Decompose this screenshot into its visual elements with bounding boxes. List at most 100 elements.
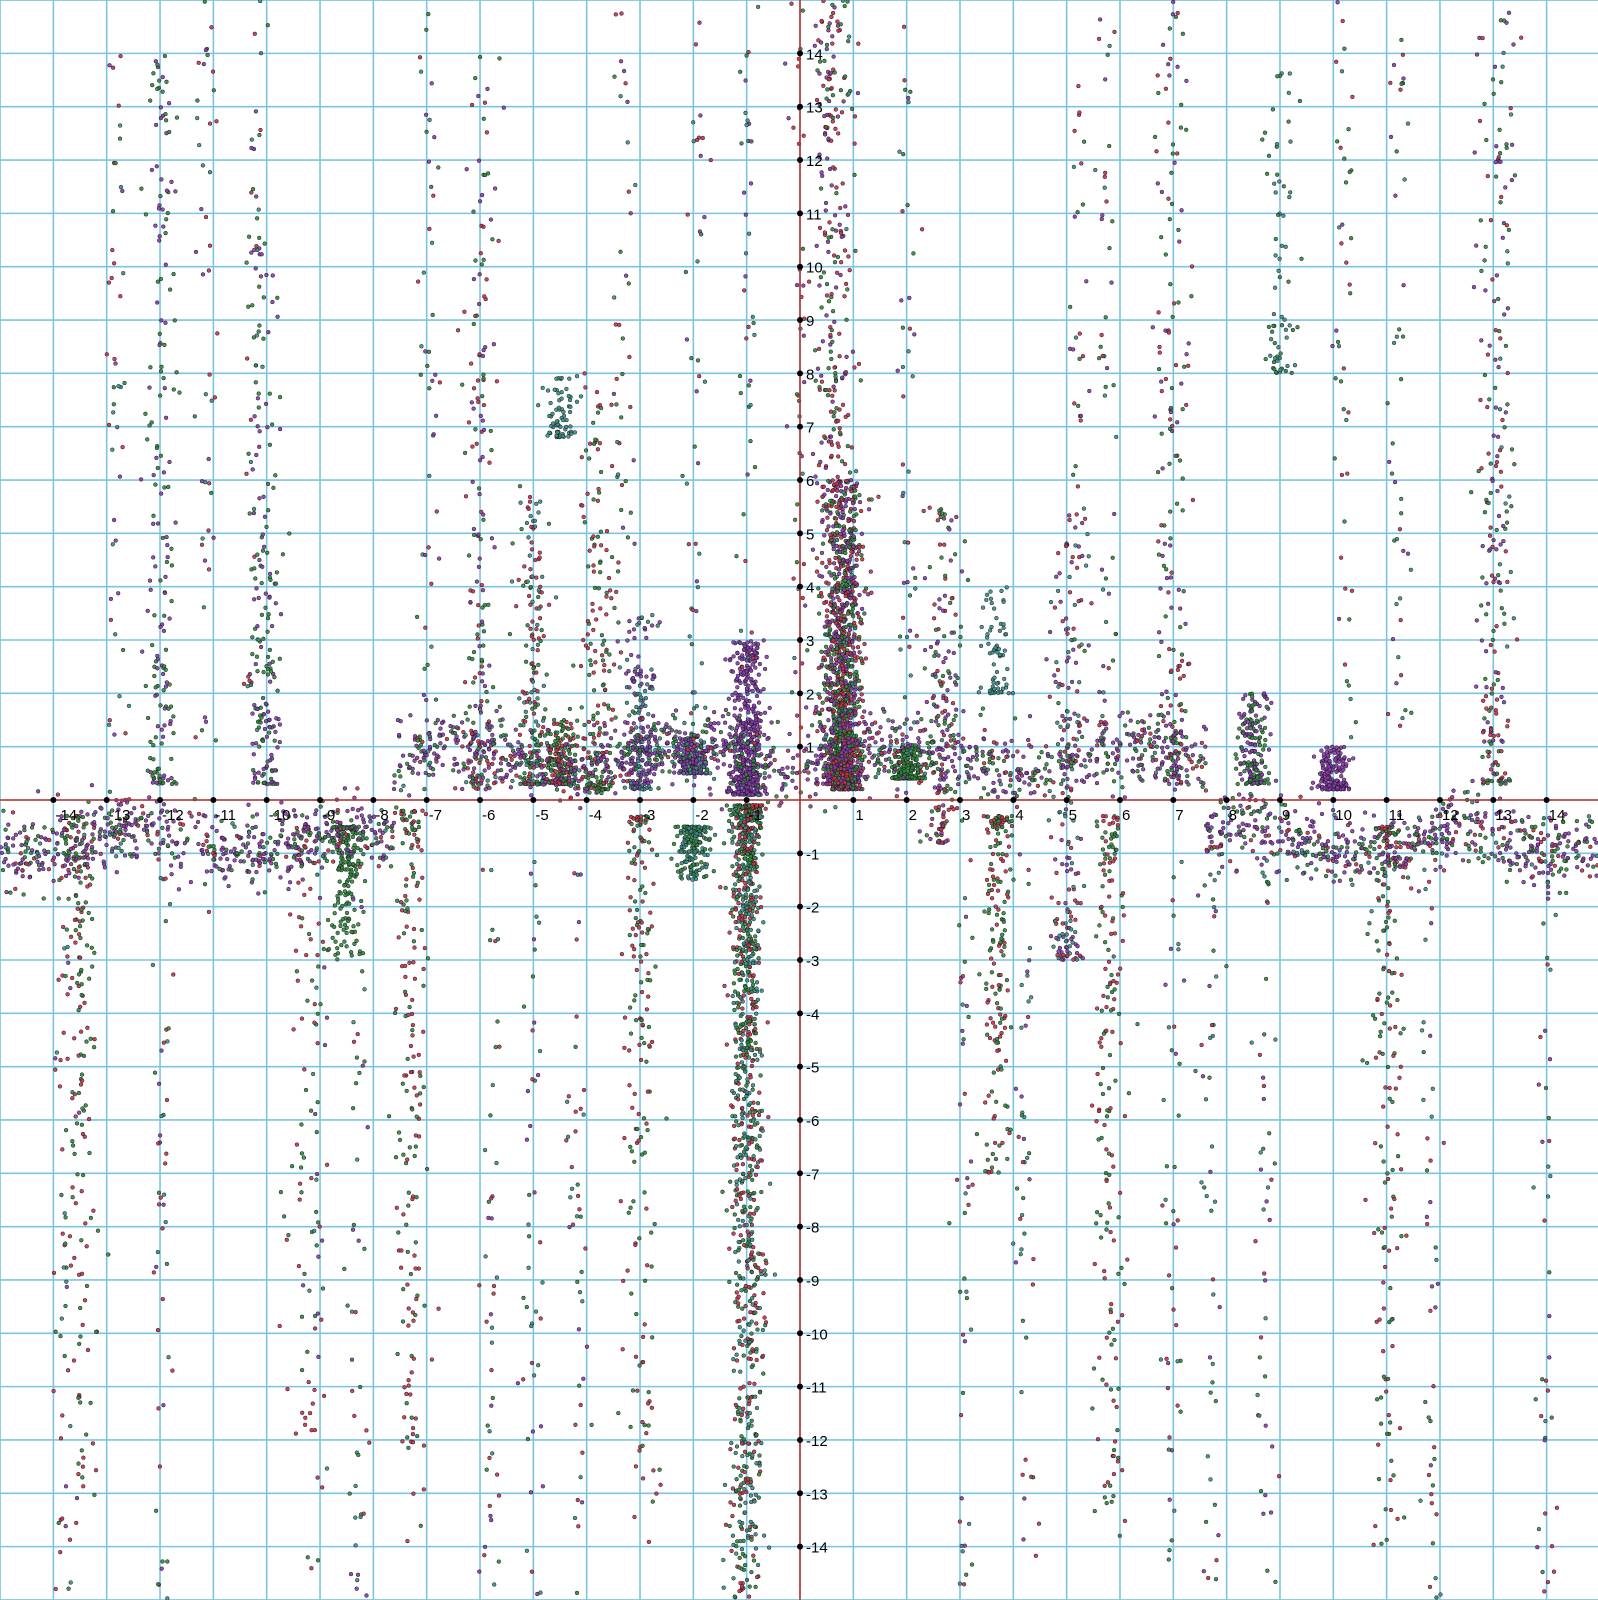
data-point <box>848 622 853 628</box>
data-point <box>743 1283 748 1289</box>
data-point <box>527 771 533 776</box>
data-point <box>410 1194 416 1199</box>
data-point <box>828 602 833 607</box>
data-point <box>636 848 642 854</box>
data-point <box>555 730 560 735</box>
data-point <box>831 541 836 546</box>
data-point <box>591 563 596 568</box>
data-point <box>478 537 483 542</box>
data-point <box>840 712 845 717</box>
data-point <box>750 978 755 984</box>
data-point <box>756 1495 761 1500</box>
data-point <box>853 685 858 690</box>
data-point <box>645 1127 650 1133</box>
data-point <box>739 970 745 976</box>
data-point <box>752 1122 757 1127</box>
data-point <box>737 1565 742 1570</box>
data-point <box>749 1222 755 1228</box>
data-point <box>748 639 754 644</box>
data-point <box>752 1282 758 1287</box>
data-point <box>755 942 760 948</box>
data-point <box>604 612 609 617</box>
data-point <box>762 1268 767 1273</box>
data-point <box>849 489 854 494</box>
data-point <box>739 1060 745 1065</box>
data-point <box>476 486 482 491</box>
data-point <box>839 602 845 607</box>
data-point <box>838 762 844 767</box>
data-point <box>671 841 677 847</box>
data-point <box>411 1356 416 1361</box>
data-point <box>848 478 854 483</box>
data-point <box>826 28 831 33</box>
data-point <box>743 1207 748 1213</box>
data-point <box>532 524 538 529</box>
data-point <box>595 498 601 503</box>
data-point <box>746 1258 751 1263</box>
data-point <box>591 420 596 425</box>
data-point <box>423 811 429 817</box>
data-point <box>587 456 592 461</box>
data-point <box>637 692 642 697</box>
data-point <box>820 173 825 179</box>
data-point <box>394 1205 399 1210</box>
data-point <box>588 658 593 663</box>
data-point <box>750 688 755 694</box>
data-point <box>745 759 751 764</box>
data-point <box>761 638 766 643</box>
data-point <box>831 669 836 674</box>
data-point <box>838 260 844 265</box>
data-point <box>731 1000 736 1006</box>
data-point <box>641 1116 647 1121</box>
data-point <box>829 573 834 578</box>
data-point <box>581 637 586 643</box>
data-point <box>587 672 592 678</box>
data-point <box>839 234 844 240</box>
data-point <box>739 815 744 821</box>
data-point <box>738 1386 743 1391</box>
data-point <box>853 527 858 533</box>
data-point <box>817 573 822 578</box>
data-point <box>748 1482 753 1488</box>
data-point <box>853 626 858 631</box>
data-point <box>585 491 590 496</box>
data-point <box>753 827 758 832</box>
data-point <box>736 1239 741 1245</box>
data-point <box>741 1567 747 1573</box>
data-point <box>729 821 735 827</box>
data-point <box>835 441 840 446</box>
data-point <box>734 1202 740 1207</box>
data-point <box>745 1395 750 1400</box>
data-point <box>817 71 822 76</box>
data-point <box>644 1121 649 1126</box>
data-point <box>712 832 718 838</box>
data-point <box>612 605 617 611</box>
data-point <box>566 726 571 732</box>
data-point <box>836 501 842 506</box>
data-point <box>687 767 693 772</box>
data-point <box>421 966 426 972</box>
data-point <box>628 895 633 900</box>
data-point <box>844 354 849 360</box>
data-point <box>582 722 587 728</box>
data-point <box>604 594 609 599</box>
data-point <box>476 301 482 307</box>
data-point <box>813 23 818 28</box>
data-point <box>742 1554 748 1559</box>
data-point <box>529 690 534 695</box>
data-point <box>743 961 749 966</box>
data-point <box>833 725 838 730</box>
data-point <box>405 1538 410 1544</box>
data-point <box>813 348 818 353</box>
data-point <box>471 526 477 532</box>
data-point <box>536 594 541 600</box>
data-point <box>751 1553 756 1558</box>
data-point <box>747 961 752 966</box>
data-point <box>638 959 644 964</box>
data-point <box>462 680 468 685</box>
data-point <box>748 1204 753 1210</box>
data-point <box>814 704 819 710</box>
data-point <box>600 683 606 688</box>
data-point <box>477 644 482 649</box>
data-point <box>845 212 851 218</box>
